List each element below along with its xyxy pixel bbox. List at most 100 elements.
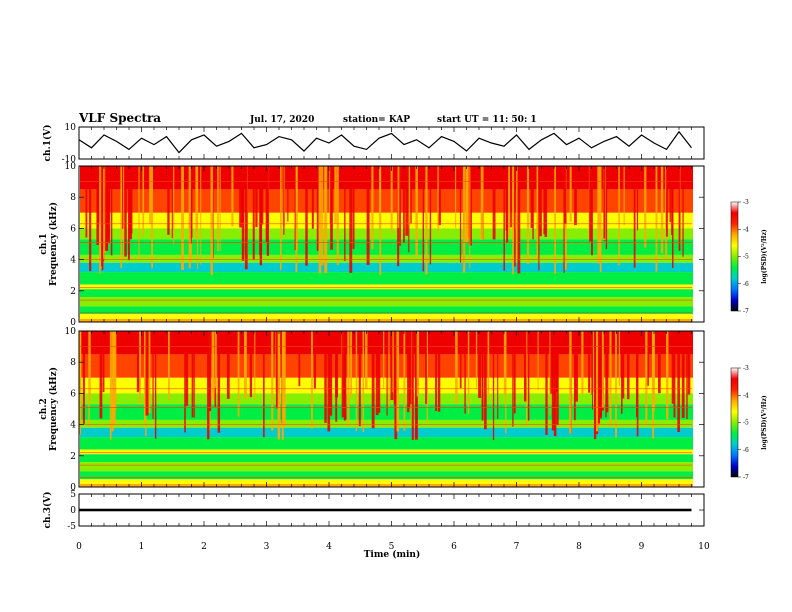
spectrogram-streak (403, 331, 406, 431)
spectrogram-band (80, 318, 693, 322)
spectrogram-band (80, 297, 693, 307)
spectrogram-band (80, 289, 693, 298)
spectrogram-streak (514, 166, 516, 267)
time-xlabel: Time (min) (364, 549, 421, 560)
spectrogram-streak (682, 166, 684, 257)
spectrogram-band (80, 272, 693, 285)
spectrogram-streak (144, 331, 146, 423)
spectrogram-streak (426, 331, 428, 424)
spectrogram-streak (554, 166, 556, 275)
spectrogram-streak (214, 331, 217, 388)
spectrogram-streak (416, 331, 420, 397)
spectrogram-streak (651, 331, 655, 412)
ch1-voltage-ylabel: ch.1(V) (42, 125, 53, 162)
spectrogram-streak (152, 331, 154, 419)
spectrogram-band (80, 462, 693, 472)
spectrogram-streak (516, 166, 518, 259)
spectrogram-streak (626, 331, 630, 400)
spectrogram-streak (601, 331, 604, 409)
spectrogram-streak (645, 331, 648, 425)
spectrogram-streak (311, 166, 314, 229)
colorbar-tick-label: -7 (743, 308, 749, 315)
spectrogram-streak (111, 331, 114, 432)
spectrogram-streak (383, 331, 385, 389)
spectrogram-streak (88, 331, 90, 428)
spectrogram-band (80, 427, 693, 438)
spectrogram-band (80, 262, 693, 273)
spectrogram-streak (487, 331, 490, 398)
spectrogram-streak (636, 331, 638, 417)
spectrogram-streak (212, 166, 214, 259)
y-tick-label: 5 (70, 490, 76, 500)
spectrogram-streak (484, 331, 487, 430)
spectrogram-streak (355, 331, 358, 432)
spectrogram-streak (148, 331, 151, 413)
ylabel-line: Frequency (kHz) (48, 367, 59, 451)
colorbar-tick-label: -5 (743, 254, 749, 261)
spectrogram-streak (574, 166, 577, 226)
y-tick-label: 10 (65, 162, 77, 172)
spectrogram-streak (524, 331, 527, 402)
spectrogram-streak (469, 166, 471, 269)
spectrogram-band (80, 306, 693, 315)
colorbar-scale (730, 367, 739, 478)
spectrogram-streak (503, 166, 505, 271)
spectrogram-streak (666, 166, 668, 237)
spectrogram-streak (475, 331, 478, 388)
spectrogram-streak (167, 166, 170, 235)
spectrogram-streak (405, 166, 409, 236)
spectrogram-streak (263, 331, 265, 438)
spectrogram-streak (556, 331, 559, 426)
spectrogram-streak (618, 331, 621, 386)
colorbar-tick-label: -7 (743, 474, 749, 481)
y-tick-label: -10 (62, 155, 77, 165)
spectrogram-streak (414, 331, 418, 440)
spectrogram-streak (255, 166, 258, 228)
spectrogram-streak (481, 331, 484, 408)
spectrogram-streak (530, 166, 533, 228)
spectrogram-streak (89, 331, 91, 401)
spectrogram-streak (599, 166, 602, 273)
spectrogram-streak (678, 166, 681, 251)
spectrogram-streak (633, 166, 636, 268)
spectrogram-streak (200, 166, 202, 265)
spectrogram-streak (280, 166, 282, 270)
spectrogram-streak (686, 331, 688, 419)
spectrogram-streak (563, 166, 565, 273)
spectrogram-streak (425, 331, 427, 404)
spectrogram-streak (396, 331, 400, 432)
spectrogram-streak (287, 166, 289, 222)
spectrogram-streak (217, 166, 219, 252)
spectrogram-streak (99, 166, 101, 275)
spectrogram-streak (109, 331, 112, 440)
spectrogram-streak (438, 166, 441, 226)
spectrogram-streak (465, 166, 469, 240)
spectrogram-streak (503, 331, 507, 396)
colorbar-scale (730, 201, 739, 312)
spectrogram-streak (138, 166, 140, 260)
ch2-spectrogram-panel: 0 2 4 6 8 10 (65, 327, 705, 493)
y-tick-label: 6 (70, 389, 76, 399)
spectrogram-streak (677, 331, 680, 433)
spectrogram-streak (551, 331, 555, 431)
spectrogram-streak (327, 331, 331, 432)
spectrogram-streak (168, 331, 170, 400)
y-tick-label: 0 (70, 318, 76, 328)
spectrogram-streak (386, 331, 388, 416)
spectrogram-streak (249, 331, 253, 398)
spectrogram-streak (305, 166, 308, 266)
spectrogram-streak (545, 331, 548, 435)
spectrogram-streak (588, 331, 591, 393)
colorbar-tick-label: -3 (743, 365, 749, 372)
spectrogram-streak (188, 166, 191, 269)
spectrogram-streak (497, 331, 499, 419)
spectrogram-streak (191, 331, 194, 418)
y-tick-label: 10 (65, 327, 77, 337)
colorbar-tick-label: -4 (743, 392, 749, 399)
spectrogram-streak (666, 331, 669, 420)
colorbar-tick-label: -4 (743, 226, 749, 233)
spectrogram-streak (82, 331, 85, 424)
spectrogram-streak (136, 331, 139, 393)
spectrogram-streak (336, 166, 339, 266)
spectrogram-streak (226, 331, 230, 399)
